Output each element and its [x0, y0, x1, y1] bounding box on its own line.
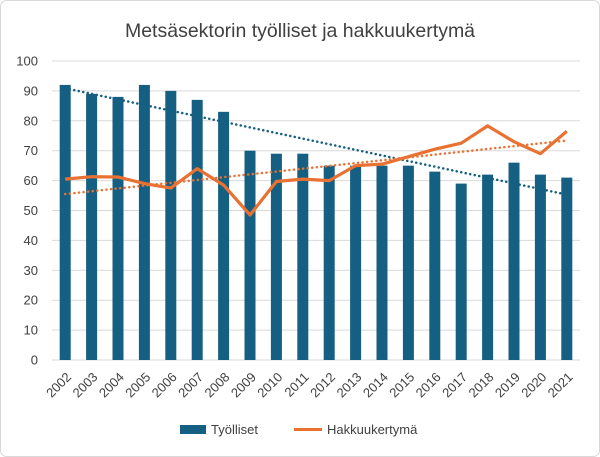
- bar-2007: [191, 99, 203, 361]
- y-tick-label: 60: [24, 173, 38, 188]
- bar-2011: [297, 153, 309, 360]
- bar-2006: [165, 90, 177, 361]
- y-tick-label: 10: [24, 323, 38, 338]
- y-tick-label: 70: [24, 143, 38, 158]
- y-tick-label: 50: [24, 203, 38, 218]
- chart-title: Metsäsektorin työlliset ja hakkuukertymä: [125, 20, 475, 42]
- y-tick-label: 90: [24, 83, 38, 98]
- bar-2018: [482, 174, 494, 360]
- bar-2003: [86, 93, 98, 360]
- bar-2020: [534, 174, 546, 360]
- y-tick-label: 30: [24, 263, 38, 278]
- y-tick-label: 100: [16, 54, 38, 69]
- legend-label-bar: Työlliset: [211, 422, 258, 437]
- bar-2019: [508, 162, 520, 360]
- bar-2009: [244, 150, 256, 360]
- bar-2013: [350, 165, 362, 360]
- bar-2005: [138, 84, 150, 361]
- legend-label-line: Hakkuukertymä: [327, 422, 418, 437]
- trendline-tyolliset: [63, 86, 569, 196]
- bar-2021: [561, 177, 573, 360]
- line-hakkuukertyma: [65, 124, 568, 217]
- bar-2014: [376, 165, 388, 360]
- bar-2010: [270, 153, 282, 360]
- bar-2012: [323, 165, 335, 360]
- bar-2008: [218, 111, 230, 360]
- bar-2016: [429, 171, 441, 360]
- y-tick-label: 80: [24, 113, 38, 128]
- y-tick-label: 0: [31, 353, 38, 368]
- bar-2015: [402, 165, 414, 360]
- bar-2002: [59, 84, 71, 361]
- y-tick-label: 40: [24, 233, 38, 248]
- y-tick-label: 20: [24, 293, 38, 308]
- legend: Työlliset Hakkuukertymä: [180, 422, 418, 437]
- bar-2017: [455, 183, 467, 360]
- bar-2004: [112, 96, 124, 360]
- legend-swatch-bar: [180, 425, 206, 434]
